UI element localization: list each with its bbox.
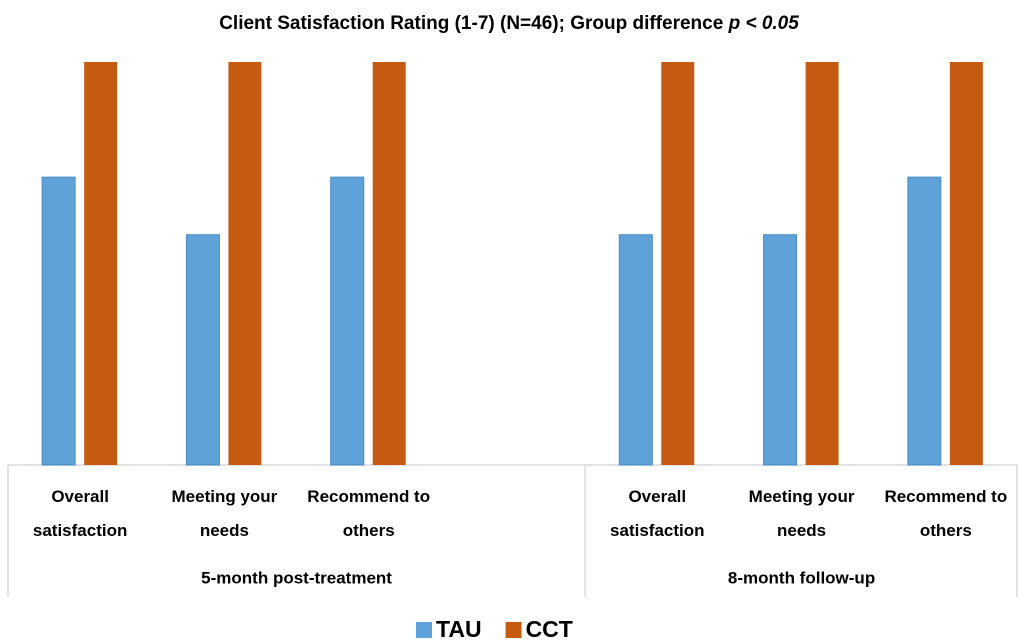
x-tick-label: Meeting your needs — [171, 487, 278, 540]
legend-swatch — [505, 622, 522, 638]
x-tick-label: Meeting your needs — [748, 487, 855, 540]
bar — [907, 176, 942, 466]
bar — [805, 62, 839, 465]
x-tick-label: Recommend to others — [884, 487, 1008, 540]
bar — [661, 62, 695, 465]
x-tick-label: Overall satisfaction — [32, 487, 128, 540]
bar — [228, 62, 262, 465]
bar — [330, 176, 365, 466]
legend-label: TAU — [436, 616, 482, 642]
x-tick-label: Recommend to others — [307, 487, 431, 540]
bar — [372, 62, 406, 465]
bar — [763, 234, 798, 466]
legend-swatch — [416, 622, 432, 638]
bar — [949, 62, 983, 465]
bar — [84, 62, 118, 465]
legend-label: CCT — [526, 616, 573, 642]
bar — [618, 234, 653, 466]
x-tick-label: Overall satisfaction — [610, 487, 705, 540]
group-label: 8-month follow-up — [728, 568, 875, 587]
title-main: Client Satisfaction Rating (1-7) (N=46);… — [219, 13, 723, 34]
chart-title: Client Satisfaction Rating (1-7) (N=46);… — [219, 13, 799, 34]
group-label: 5-month post-treatment — [201, 568, 392, 587]
title-italic: p < 0.05 — [728, 13, 800, 34]
bar — [41, 176, 76, 466]
bar — [185, 234, 220, 466]
